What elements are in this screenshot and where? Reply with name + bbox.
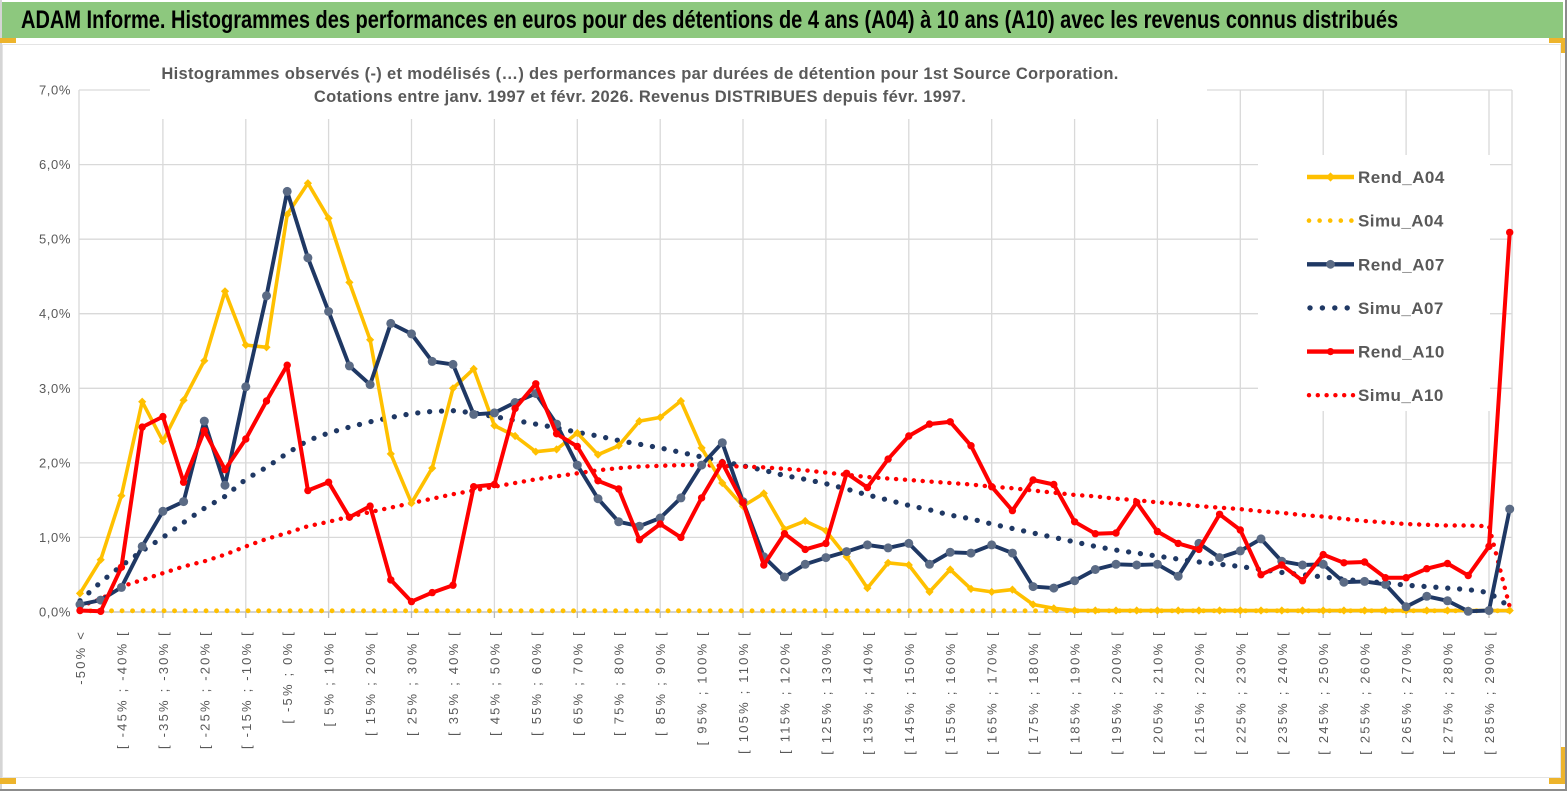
svg-text:[ 85% ; 90% [: [ 85% ; 90% [ [653, 630, 668, 736]
svg-text:[ 225% ; 230% [: [ 225% ; 230% [ [1233, 630, 1248, 755]
svg-text:[ 115% ; 120% [: [ 115% ; 120% [ [778, 630, 793, 754]
svg-text:[ 45% ; 50% [: [ 45% ; 50% [ [487, 630, 502, 736]
svg-text:[ 185% ; 190% [: [ 185% ; 190% [ [1068, 630, 1083, 755]
svg-text:[ 25% ; 30% [: [ 25% ; 30% [ [405, 630, 420, 736]
svg-text:[ 275% ; 280% [: [ 275% ; 280% [ [1441, 630, 1456, 755]
svg-text:[ 195% ; 200% [: [ 195% ; 200% [ [1109, 630, 1124, 755]
svg-text:[ 105% ; 110% [: [ 105% ; 110% [ [736, 630, 751, 754]
svg-text:Simu_A04: Simu_A04 [1358, 212, 1444, 231]
svg-text:[ 155% ; 160% [: [ 155% ; 160% [ [943, 630, 958, 755]
svg-text:[ 55% ; 60% [: [ 55% ; 60% [ [529, 630, 544, 736]
svg-text:[ 175% ; 180% [: [ 175% ; 180% [ [1026, 630, 1041, 755]
svg-text:[ 285% ; 290% [: [ 285% ; 290% [ [1482, 630, 1497, 755]
svg-text:[ -45% ; -40% [: [ -45% ; -40% [ [114, 630, 129, 749]
svg-text:[ 65% ; 70% [: [ 65% ; 70% [ [570, 630, 585, 736]
svg-text:3,0%: 3,0% [39, 381, 71, 396]
svg-text:Simu_A07: Simu_A07 [1358, 299, 1444, 318]
svg-text:5,0%: 5,0% [39, 232, 71, 247]
svg-text:7,0%: 7,0% [39, 83, 71, 98]
svg-text:[ 235% ; 240% [: [ 235% ; 240% [ [1275, 630, 1290, 755]
svg-text:[ -35% ; -30% [: [ -35% ; -30% [ [156, 630, 171, 749]
svg-text:[ 135% ; 140% [: [ 135% ; 140% [ [860, 630, 875, 755]
svg-text:[ 215% ; 220% [: [ 215% ; 220% [ [1192, 630, 1207, 755]
svg-text:6,0%: 6,0% [39, 157, 71, 172]
svg-text:[ 15% ; 20% [: [ 15% ; 20% [ [363, 630, 378, 736]
svg-text:[ 75% ; 80% [: [ 75% ; 80% [ [612, 630, 627, 736]
svg-text:[ 35% ; 40% [: [ 35% ; 40% [ [446, 630, 461, 736]
svg-text:[ -15% ; -10% [: [ -15% ; -10% [ [239, 630, 254, 749]
svg-text:Simu_A10: Simu_A10 [1358, 386, 1444, 405]
svg-text:0,0%: 0,0% [39, 605, 71, 620]
svg-text:Cotations entre janv. 1997 et: Cotations entre janv. 1997 et févr. 2026… [314, 88, 966, 106]
svg-text:Rend_A10: Rend_A10 [1358, 343, 1445, 362]
svg-text:[ 125% ; 130% [: [ 125% ; 130% [ [819, 630, 834, 755]
svg-text:[ 95% ; 100% [: [ 95% ; 100% [ [695, 630, 710, 745]
svg-text:-50% <: -50% < [73, 630, 88, 685]
svg-text:1,0%: 1,0% [39, 530, 71, 545]
svg-text:[ 165% ; 170% [: [ 165% ; 170% [ [985, 630, 1000, 755]
svg-text:Rend_A04: Rend_A04 [1358, 168, 1445, 187]
svg-text:[ 265% ; 270% [: [ 265% ; 270% [ [1399, 630, 1414, 755]
svg-text:[ -5% ; 0% [: [ -5% ; 0% [ [280, 630, 295, 724]
svg-text:[ 255% ; 260% [: [ 255% ; 260% [ [1358, 630, 1373, 755]
svg-text:[ 205% ; 210% [: [ 205% ; 210% [ [1150, 630, 1165, 755]
svg-text:Rend_A07: Rend_A07 [1358, 255, 1445, 274]
svg-text:[ 5% ; 10% [: [ 5% ; 10% [ [322, 630, 337, 727]
svg-text:[ 145% ; 150% [: [ 145% ; 150% [ [902, 630, 917, 755]
svg-text:4,0%: 4,0% [39, 306, 71, 321]
svg-text:[ 245% ; 250% [: [ 245% ; 250% [ [1316, 630, 1331, 755]
svg-text:2,0%: 2,0% [39, 455, 71, 470]
svg-text:Histogrammes observés (-) et m: Histogrammes observés (-) et modélisés (… [161, 65, 1118, 83]
svg-text:[ -25% ; -20% [: [ -25% ; -20% [ [197, 630, 212, 749]
